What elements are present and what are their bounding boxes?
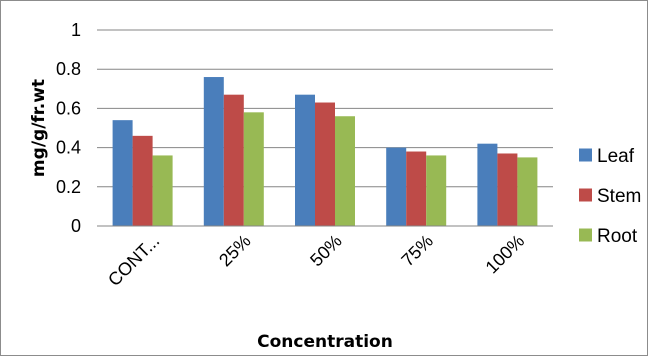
bar-stem-3 — [406, 151, 427, 226]
legend-swatch-stem — [579, 188, 592, 202]
bar-leaf-1 — [203, 77, 224, 226]
bar-stem-1 — [223, 94, 244, 227]
x-tick-label: 100% — [482, 231, 529, 278]
bar-leaf-2 — [295, 94, 315, 227]
y-axis-ticks: 0 0.2 0.4 0.6 0.8 1 — [56, 20, 81, 236]
bar-root-2 — [335, 116, 355, 226]
y-tick-label: 0.4 — [56, 138, 81, 158]
bar-root-0 — [152, 155, 173, 226]
legend-label-root: Root — [597, 226, 638, 247]
y-tick-label: 0.2 — [56, 177, 81, 197]
y-tick-label: 1 — [71, 20, 81, 40]
bar-root-1 — [243, 112, 264, 226]
x-tick-label: 25% — [215, 231, 255, 271]
bar-stem-4 — [497, 153, 518, 226]
legend-swatch-root — [579, 228, 592, 242]
bar-stem-2 — [315, 102, 335, 226]
bar-leaf-3 — [386, 147, 407, 226]
bars — [112, 77, 538, 227]
bar-root-3 — [426, 155, 447, 226]
x-tick-label: 50% — [306, 231, 346, 271]
legend-label-leaf: Leaf — [597, 146, 635, 167]
y-tick-label: 0.8 — [56, 59, 81, 79]
legend-swatch-leaf — [579, 148, 592, 162]
bar-root-4 — [517, 157, 538, 226]
bar-leaf-0 — [112, 120, 133, 226]
y-tick-label: 0.6 — [56, 98, 81, 118]
x-axis-title: Concentration — [257, 332, 393, 352]
y-tick-label: 0 — [71, 216, 81, 236]
bar-stem-0 — [132, 135, 153, 226]
x-axis-ticks: CONT... 25% 50% 75% 100% — [104, 231, 528, 290]
legend: Leaf Stem Root — [579, 146, 641, 247]
legend-label-stem: Stem — [597, 186, 641, 207]
bar-leaf-4 — [477, 143, 498, 226]
x-tick-label: CONT... — [104, 231, 163, 290]
x-tick-label: 75% — [397, 231, 437, 271]
y-axis-title: mg/g/fr.wt — [29, 79, 49, 177]
